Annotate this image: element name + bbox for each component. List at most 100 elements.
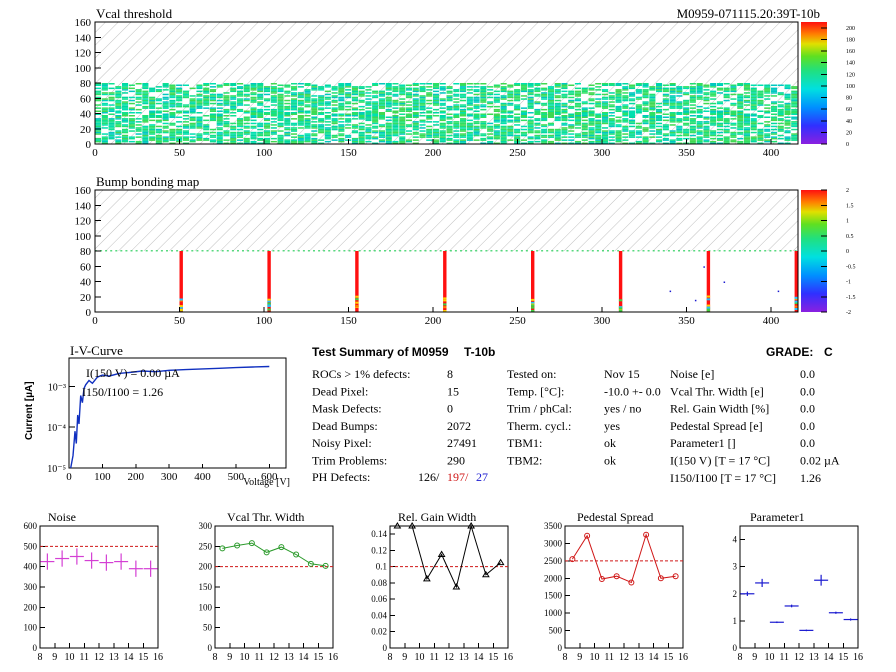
vcal-pixel [520, 89, 527, 91]
vcal-pixel [791, 124, 798, 126]
vcal-pixel [176, 98, 183, 100]
vcal-pixel [216, 136, 223, 138]
vcal-pixel [683, 137, 690, 140]
vcal-pixel [487, 133, 494, 135]
y-tick-label: 100 [199, 602, 213, 612]
vcal-pixel [358, 136, 365, 138]
vcal-pixel [561, 115, 568, 117]
vcal-pixel [615, 98, 622, 100]
vcal-pixel [615, 125, 622, 128]
vcal-pixel [669, 102, 676, 105]
vcal-pixel [155, 142, 162, 144]
bump-edge-dot [292, 250, 295, 252]
bump-edge-dot [399, 250, 402, 252]
vcal-pixel [649, 116, 656, 118]
vcal-pixel [142, 142, 149, 144]
vcal-pixel [237, 119, 244, 122]
vcal-pixel [791, 108, 798, 111]
vcal-pixel [480, 99, 487, 102]
vcal-pixel [689, 119, 696, 122]
vcal-pixel [574, 140, 581, 143]
vcal-pixel [223, 112, 230, 114]
vcal-pixel [358, 140, 365, 143]
vcal-pixel [142, 133, 149, 135]
vcal-pixel [277, 124, 284, 126]
vcal-pixel [622, 121, 629, 123]
vcal-pixel [716, 137, 723, 140]
vcal-pixel [203, 98, 210, 100]
vcal-pixel [554, 89, 561, 91]
vcal-pixel [547, 107, 554, 109]
colorbar-tick-label: 0 [846, 142, 849, 148]
vcal-pixel [108, 128, 115, 131]
vcal-pixel [392, 107, 399, 109]
vcal-pixel [142, 98, 149, 100]
vcal-pixel [574, 87, 581, 90]
vcal-pixel [338, 87, 345, 90]
vcal-pixel [581, 124, 588, 126]
vcal-pixel [419, 107, 426, 109]
vcal-pixel [304, 134, 311, 137]
x-tick-label: 16 [328, 652, 338, 663]
vcal-pixel [493, 98, 500, 100]
vcal-pixel [155, 134, 162, 137]
vcal-pixel [277, 112, 284, 114]
vcal-pixel [365, 118, 372, 120]
vcal-pixel [737, 137, 744, 140]
vcal-pixel [473, 121, 480, 123]
vcal-pixel [142, 86, 149, 88]
vcal-pixel [676, 112, 683, 114]
vcal-pixel [358, 112, 365, 114]
vcal-pixel [169, 92, 176, 94]
vcal-pixel [250, 99, 257, 102]
vcal-pixel [385, 124, 392, 126]
vcal-pixel [351, 125, 358, 128]
vcal-pixel [128, 137, 135, 140]
vcal-pixel [737, 96, 744, 99]
vcal-pixel [108, 92, 115, 94]
vcal-pixel [243, 139, 250, 141]
vcal-pixel [493, 124, 500, 126]
vcal-pixel [338, 83, 345, 85]
vcal-pixel [203, 115, 210, 117]
vcal-pixel [737, 105, 744, 108]
vcal-pixel [757, 104, 764, 106]
vcal-pixel [297, 110, 304, 112]
vcal-pixel [230, 108, 237, 111]
vcal-pixel [433, 99, 440, 102]
vcal-pixel [433, 124, 440, 126]
vcal-pixel [541, 130, 548, 132]
vcal-pixel [696, 108, 703, 111]
vcal-pixel [176, 96, 183, 99]
vcal-pixel [581, 107, 588, 109]
vcal-pixel [189, 95, 196, 97]
vcal-pixel [216, 86, 223, 88]
vcal-pixel [480, 93, 487, 96]
vcal-pixel [203, 104, 210, 106]
vcal-pixel [554, 119, 561, 122]
vcal-pixel [142, 96, 149, 99]
vcal-pixel [541, 104, 548, 106]
bump-edge-dot [667, 250, 670, 252]
vcal-pixel [703, 127, 710, 129]
vcal-pixel [426, 115, 433, 117]
vcal-pixel [662, 113, 669, 115]
vcal-pixel [453, 133, 460, 135]
vcal-pixel [595, 140, 602, 143]
vcal-pixel [737, 133, 744, 135]
y-tick-label: 2500 [544, 556, 563, 566]
vcal-pixel [696, 110, 703, 112]
vcal-pixel [723, 139, 730, 141]
vcal-pixel [500, 121, 507, 123]
vcal-pixel [304, 133, 311, 135]
vcal-pixel [318, 113, 325, 115]
vcal-pixel [135, 133, 142, 135]
vcal-pixel [541, 131, 548, 134]
summary-title: Test Summary of M0959 [312, 345, 449, 359]
vcal-pixel [162, 140, 169, 143]
vcal-pixel [743, 89, 750, 91]
vcal-pixel [264, 139, 271, 141]
vcal-pixel [250, 93, 257, 96]
vcal-pixel [331, 110, 338, 112]
